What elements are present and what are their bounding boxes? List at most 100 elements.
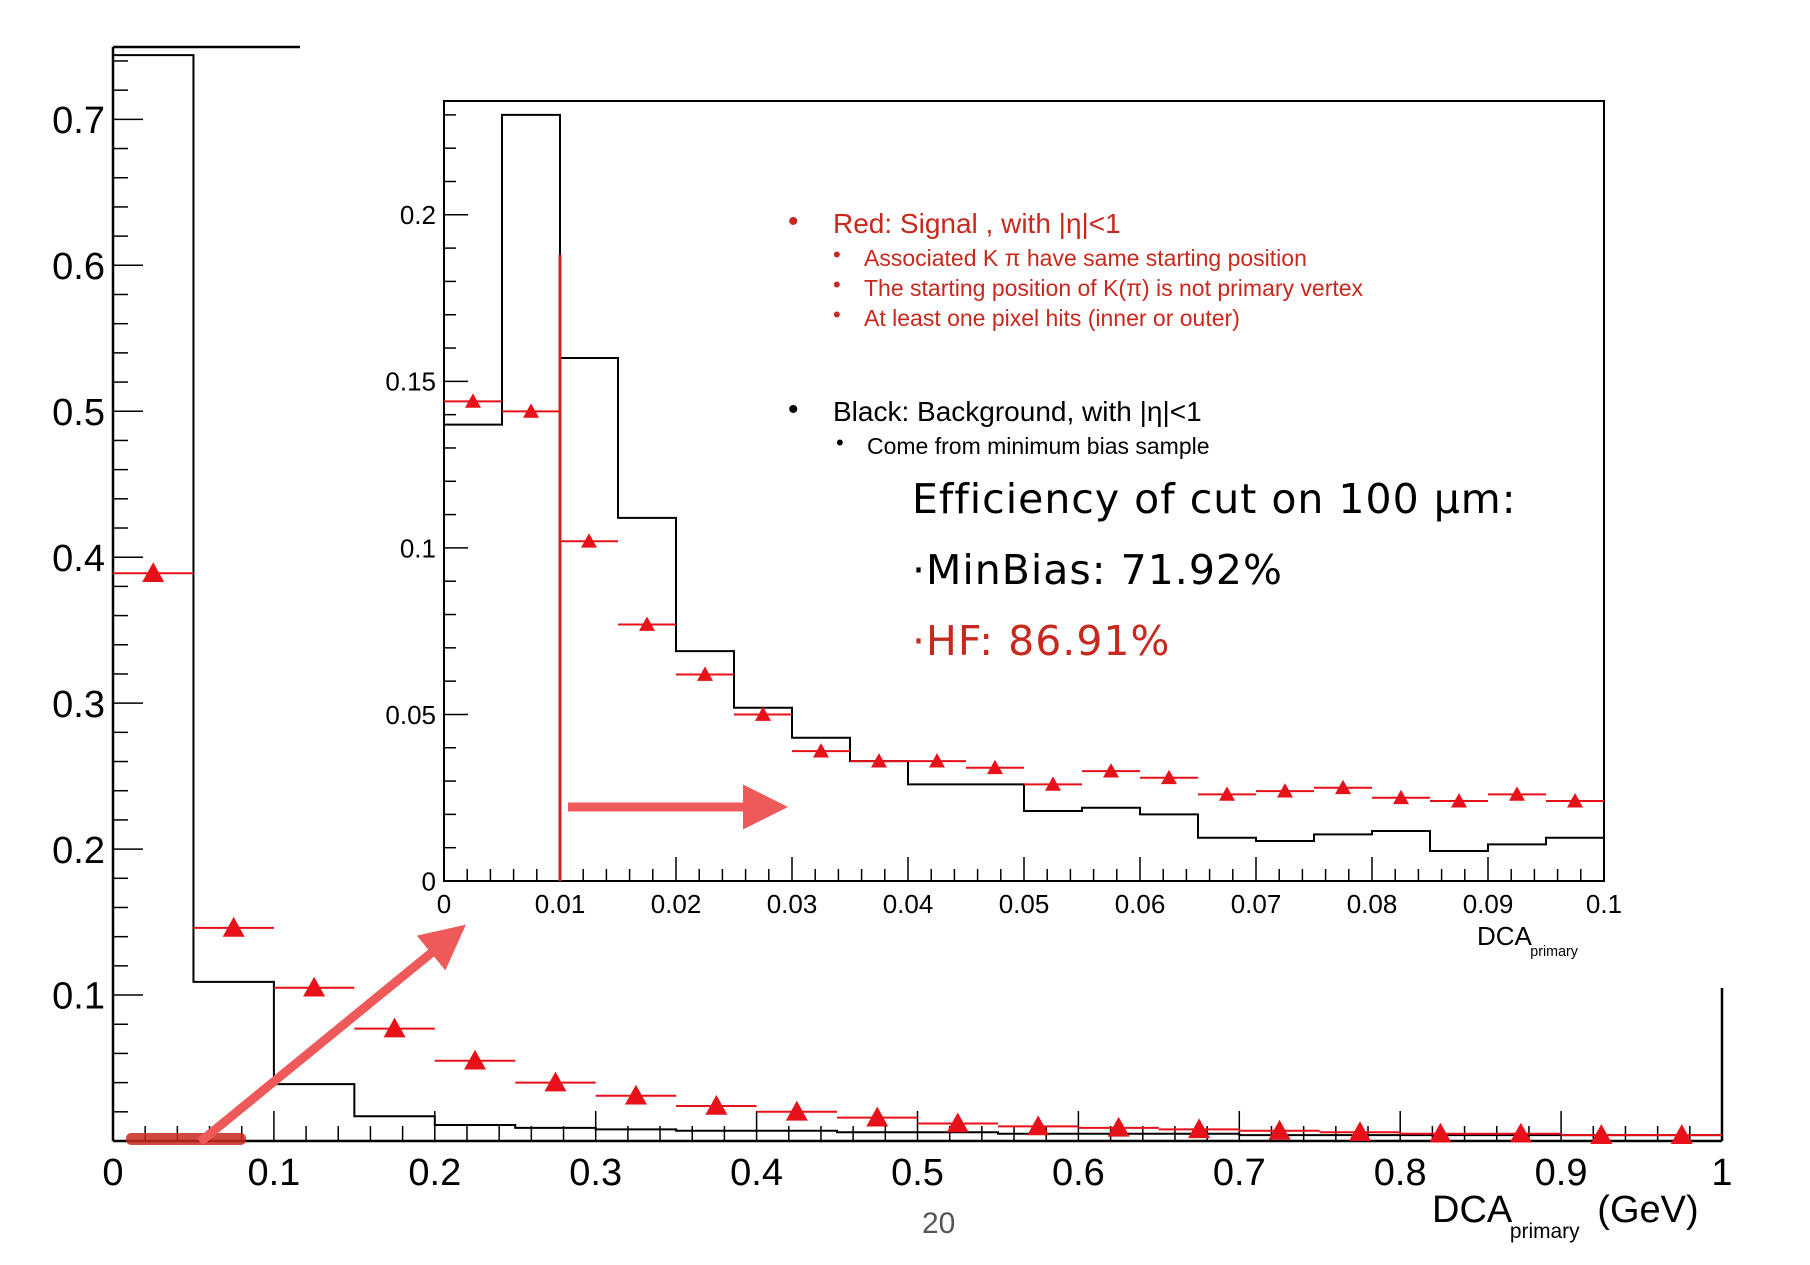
legend-black-bullet: • xyxy=(788,393,799,426)
legend-red-item-bullet: • xyxy=(833,242,841,267)
main-signal-point xyxy=(1509,1122,1532,1143)
main-x-tick-label: 0.5 xyxy=(891,1152,944,1194)
legend-red-item-bullet: • xyxy=(833,302,841,327)
main-x-tick-label: 0.1 xyxy=(247,1152,300,1194)
main-x-tick-label: 0.2 xyxy=(408,1152,461,1194)
inset-signal-point xyxy=(1219,786,1235,801)
main-chart-group: 0 0.1 0.2 0.3 0.4 0.5 0.6 0.7 0.8 0.9 1 0.1 0.2 0.3 0.… xyxy=(52,45,1733,1243)
main-signal-point xyxy=(1590,1124,1613,1144)
main-y-tick-label: 0.4 xyxy=(52,538,105,580)
main-x-tick-label: 0.6 xyxy=(1052,1152,1105,1194)
main-signal-point xyxy=(866,1106,889,1127)
main-signal-point xyxy=(464,1049,487,1070)
main-signal-point xyxy=(785,1100,808,1121)
inset-y-tick-label: 0.2 xyxy=(400,200,436,230)
main-cut-highlight xyxy=(126,1133,246,1145)
inset-signal-point xyxy=(929,753,945,768)
inset-y-tick-label: 0.1 xyxy=(400,533,436,563)
inset-x-tick-label: 0.04 xyxy=(883,889,934,919)
main-y-tick-label: 0.3 xyxy=(52,684,105,726)
inset-signal-point xyxy=(1103,763,1119,778)
inset-signal-point xyxy=(697,666,713,681)
main-x-tick-label: 0 xyxy=(102,1152,123,1194)
inset-signal-point xyxy=(639,616,655,631)
main-y-tick-label: 0.5 xyxy=(52,392,105,434)
inset-signal-point xyxy=(813,743,829,758)
inset-signal-point xyxy=(1045,776,1061,791)
main-y-tick-label: 0.2 xyxy=(52,830,105,872)
main-signal-point xyxy=(1348,1121,1371,1142)
legend-red-item-bullet: • xyxy=(833,272,841,297)
main-signal-point xyxy=(946,1112,969,1133)
inset-x-tick-label: 0 xyxy=(437,889,451,919)
efficiency-annotation-line3: ·HF: 86.91% xyxy=(912,617,1171,665)
inset-x-tick-label: 0.08 xyxy=(1347,889,1398,919)
main-y-tick-label: 0.7 xyxy=(52,100,105,142)
main-signal-point xyxy=(544,1071,567,1092)
inset-signal-point xyxy=(1451,793,1467,808)
main-x-axis-label: DCA xyxy=(1432,1189,1513,1231)
inset-frame xyxy=(443,100,1605,882)
inset-signal-point xyxy=(755,706,771,721)
main-x-tick-label: 1 xyxy=(1711,1152,1732,1194)
inset-y-tick-label: 0 xyxy=(422,866,436,896)
legend-red-item: Associated K π have same starting positi… xyxy=(864,245,1307,271)
main-y-tick-label: 0.1 xyxy=(52,976,105,1018)
inset-x-tick-label: 0.05 xyxy=(999,889,1050,919)
inset-signal-point xyxy=(987,759,1003,775)
main-signal-point xyxy=(705,1094,728,1115)
main-signal-point xyxy=(1027,1115,1050,1136)
main-y-tick-label: 0.6 xyxy=(52,246,105,288)
legend-black-title: Black: Background, with |η|<1 xyxy=(833,396,1202,427)
main-signal-point xyxy=(1107,1116,1130,1137)
main-signal-point xyxy=(1429,1122,1452,1143)
main-signal-point xyxy=(303,976,326,997)
inset-signal-point xyxy=(523,403,539,418)
inset-x-tick-label: 0.03 xyxy=(767,889,818,919)
inset-signal-point xyxy=(1161,769,1177,785)
inset-signal-point xyxy=(1335,779,1351,795)
inset-x-tick-label: 0.01 xyxy=(535,889,586,919)
legend-red-item: The starting position of K(π) is not pri… xyxy=(864,275,1364,301)
main-signal-point xyxy=(1188,1118,1211,1139)
main-signal-point xyxy=(142,562,165,583)
main-x-axis-label-subscript: primary xyxy=(1510,1220,1580,1243)
main-signal-point xyxy=(1670,1124,1693,1144)
main-x-tick-label: 0.8 xyxy=(1374,1152,1427,1194)
efficiency-annotation-line2: ·MinBias: 71.92% xyxy=(912,546,1283,594)
inset-signal-point xyxy=(871,753,887,768)
inset-signal-point xyxy=(1277,783,1293,798)
inset-signal-point xyxy=(581,533,597,548)
legend-black-item: Come from minimum bias sample xyxy=(867,433,1210,459)
inset-x-tick-label: 0.02 xyxy=(651,889,702,919)
main-signal-point xyxy=(222,916,245,937)
inset-signal-point xyxy=(1393,789,1409,805)
main-signal-point xyxy=(624,1084,647,1105)
inset-signal-point xyxy=(465,393,481,408)
main-background-histogram xyxy=(112,54,1722,1141)
inset-x-tick-label: 0.1 xyxy=(1586,889,1622,919)
main-signal-point xyxy=(1268,1119,1291,1140)
main-x-tick-label: 0.9 xyxy=(1535,1152,1588,1194)
legend-red-bullet: • xyxy=(788,205,799,238)
inset-signal-point xyxy=(1509,786,1525,801)
main-x-tick-label: 0.4 xyxy=(730,1152,783,1194)
legend-red-item: At least one pixel hits (inner or outer) xyxy=(864,305,1240,331)
main-signal-point xyxy=(383,1017,406,1038)
inset-x-tick-label: 0.09 xyxy=(1463,889,1514,919)
page-number: 20 xyxy=(922,1207,956,1240)
inset-x-tick-label: 0.07 xyxy=(1231,889,1282,919)
main-x-tick-label: 0.7 xyxy=(1213,1152,1266,1194)
main-x-tick-label: 0.3 xyxy=(569,1152,622,1194)
inset-chart-group: 0 0.01 0.02 0.03 0.04 0.05 0.06 0.07 0.08 0.09 0.1… xyxy=(385,100,1622,960)
inset-y-tick-label: 0.15 xyxy=(385,367,436,397)
inset-x-axis-label-subscript: primary xyxy=(1530,944,1579,960)
inset-background-histogram xyxy=(443,113,1605,881)
main-x-axis-label-unit: (GeV) xyxy=(1597,1189,1698,1231)
inset-x-tick-label: 0.06 xyxy=(1115,889,1166,919)
inset-x-axis-label: DCA xyxy=(1477,921,1533,951)
legend-red-title: Red: Signal , with |η|<1 xyxy=(833,208,1121,239)
inset-y-tick-label: 0.05 xyxy=(385,700,436,730)
